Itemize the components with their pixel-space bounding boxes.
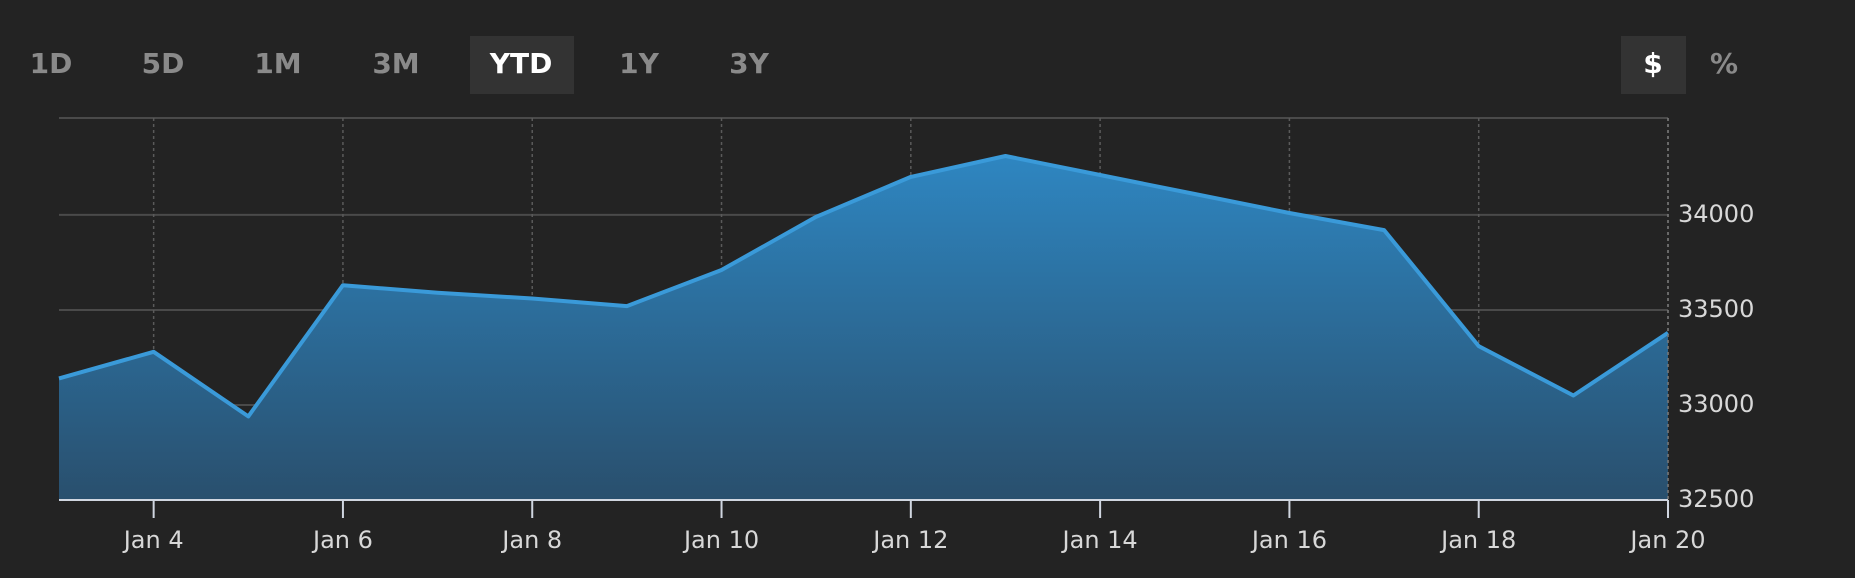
x-tick-label: Jan 14	[1061, 526, 1138, 554]
y-tick-label: 33500	[1678, 295, 1754, 323]
x-tick-label: Jan 4	[122, 526, 184, 554]
y-tick-label: 34000	[1678, 200, 1754, 228]
range-button[interactable]: 1M	[254, 47, 301, 80]
x-tick-label: Jan 6	[311, 526, 373, 554]
unit-button[interactable]: %	[1710, 47, 1738, 80]
x-tick-label: Jan 20	[1628, 526, 1705, 554]
x-tick-label: Jan 8	[500, 526, 562, 554]
y-tick-label: 32500	[1678, 485, 1754, 513]
area-fill	[59, 156, 1668, 500]
range-button[interactable]: 3Y	[729, 47, 769, 80]
price-line	[58, 154, 1670, 419]
x-tick-label: Jan 10	[682, 526, 759, 554]
x-tick-label: Jan 16	[1250, 526, 1327, 554]
x-tick-label: Jan 12	[871, 526, 948, 554]
selected-unit-bg	[1621, 36, 1686, 94]
range-button[interactable]: 5D	[142, 47, 185, 80]
range-button[interactable]: 3M	[372, 47, 419, 80]
selected-button-bg	[470, 36, 574, 94]
y-tick-label: 33000	[1678, 390, 1754, 418]
range-button[interactable]: 1D	[30, 47, 73, 80]
unit-button[interactable]: $	[1643, 47, 1662, 80]
range-button[interactable]: 1Y	[619, 47, 659, 80]
range-button[interactable]: YTD	[489, 47, 553, 80]
x-tick-label: Jan 18	[1439, 526, 1516, 554]
